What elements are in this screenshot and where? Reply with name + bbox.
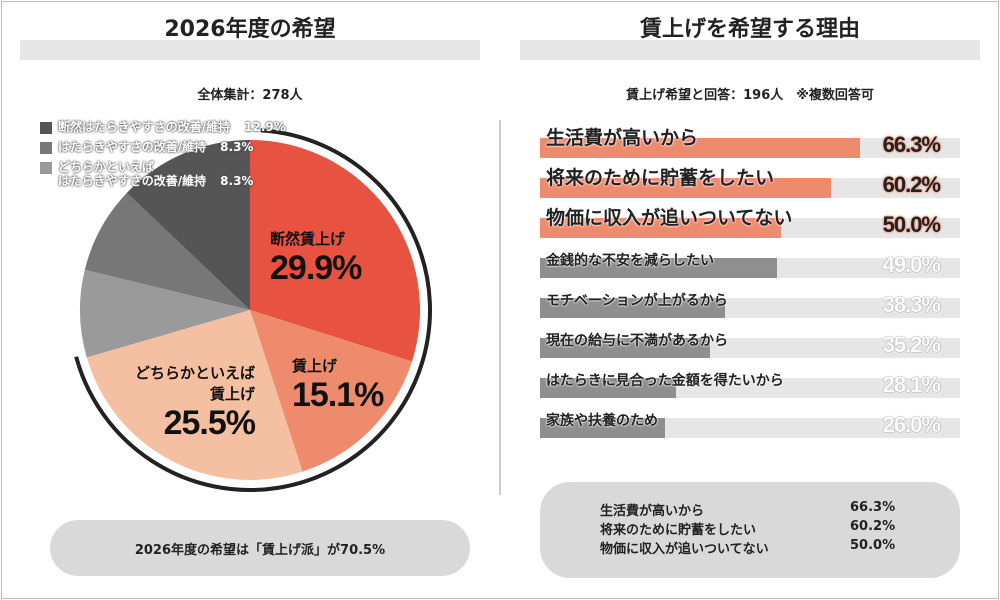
bar-label: はたらきに見合った金額を得たいから <box>546 373 784 389</box>
pie-slice <box>250 140 420 362</box>
bar-row: 物価に収入が追いついてない 50.0% <box>540 198 960 238</box>
bar <box>540 418 666 438</box>
pie-slice <box>86 310 303 480</box>
pie-chart <box>74 128 432 492</box>
left-title: 2026年度の希望 <box>164 17 336 42</box>
summary-row: 物価に収入が追いついてない 50.0% <box>600 538 896 557</box>
left-header: 2026年度の希望 <box>20 12 480 62</box>
legend-item: はたらきやすさの改善/維持 8.3% <box>40 140 286 154</box>
bar-label: 現在の給与に不満があるから <box>546 333 728 349</box>
bar-value: 50.0% <box>882 212 941 237</box>
legend-item: 断然はたらきやすさの改善/維持 12.9% <box>40 120 286 134</box>
summary-row: 生活費が高いから 66.3% <box>600 500 896 519</box>
bar-value: 38.3% <box>882 292 941 317</box>
slice-label-danzen: 断然賃上げ 29.9% <box>270 230 362 287</box>
bar-row: 現在の給与に不満があるから 35.2% <box>540 318 960 358</box>
bar-row: 金銭的な不安を減らしたい 49.0% <box>540 238 960 278</box>
bar-value: 49.0% <box>882 252 941 277</box>
bar-row: 将来のために貯蓄をしたい 60.2% <box>540 158 960 198</box>
bar-row: はたらきに見合った金額を得たいから 28.1% <box>540 358 960 398</box>
bar <box>540 258 777 278</box>
right-summary: 生活費が高いから 66.3% 将来のために貯蓄をしたい 60.2% 物価に収入が追い… <box>540 482 960 578</box>
bar <box>540 378 676 398</box>
bar-label: 金銭的な不安を減らしたい <box>546 253 714 269</box>
bar-value: 66.3% <box>882 132 941 157</box>
bar-row: 家族や扶養のため 26.0% <box>540 398 960 438</box>
chinage-group-arc <box>74 128 432 492</box>
right-header: 賃上げを希望する理由 <box>520 12 980 62</box>
bar <box>540 218 782 238</box>
bar-value: 60.2% <box>882 172 941 197</box>
bar <box>540 338 710 358</box>
bar-row: 生活費が高いから 66.3% <box>540 118 960 158</box>
bar-label: モチベーションが上がるから <box>546 293 728 309</box>
bar-label: 生活費が高いから <box>546 127 699 149</box>
left-summary: 2026年度の希望は「賃上げ派」が70.5% <box>50 520 470 576</box>
left-subtitle: 全体集計：278人 <box>197 88 303 103</box>
bar-label: 家族や扶養のため <box>546 413 658 429</box>
legend-item: どちらかといえば はたらきやすさの改善/維持 8.3% <box>40 160 286 188</box>
summary-row: 将来のために貯蓄をしたい 60.2% <box>600 519 896 538</box>
slice-label-chinage: 賃上げ 15.1% <box>292 357 384 414</box>
right-subtitle: 賃上げ希望と回答：196人 ※複数回答可 <box>626 88 874 103</box>
bar-row: モチベーションが上がるから 38.3% <box>540 278 960 318</box>
pie-slice <box>250 310 413 472</box>
pie-slice <box>84 192 251 310</box>
bar-label: 物価に収入が追いついてない <box>546 207 793 229</box>
pie-slice <box>126 140 250 310</box>
bar-value: 28.1% <box>882 372 941 397</box>
bar-label: 将来のために貯蓄をしたい <box>546 167 775 189</box>
right-title: 賃上げを希望する理由 <box>639 17 860 42</box>
bar <box>540 298 725 318</box>
pie-legend: 断然はたらきやすさの改善/維持 12.9% はたらきやすさの改善/維持 8.3% ど… <box>40 120 286 194</box>
bar-value: 35.2% <box>882 332 941 357</box>
slice-label-dochiraka: どちらかといえば 賃上げ 25.5% <box>134 364 256 442</box>
bar <box>540 178 831 198</box>
bar <box>540 138 860 158</box>
divider <box>499 120 501 495</box>
bar-value: 26.0% <box>882 412 941 437</box>
pie-slice <box>79 269 250 358</box>
